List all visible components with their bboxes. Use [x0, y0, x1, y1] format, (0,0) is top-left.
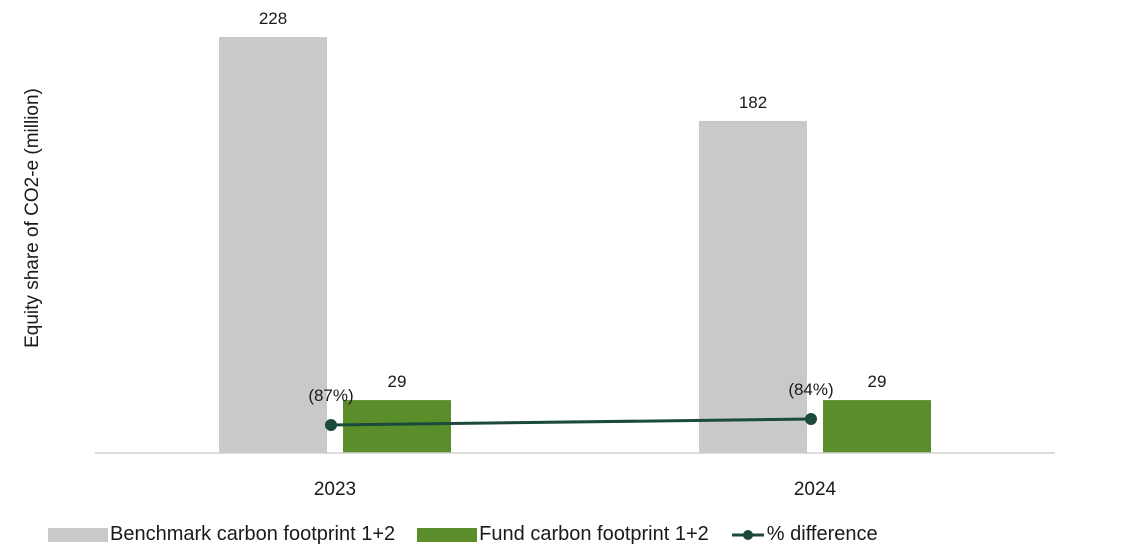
bar-fund-2024: [823, 400, 931, 453]
legend-item-benchmark: Benchmark carbon footprint 1+2: [48, 523, 395, 546]
data-label-fund-2023: 29: [388, 372, 407, 391]
data-label-difference-2023: (87%): [308, 386, 353, 405]
point-difference-2023: [325, 419, 337, 431]
bar-benchmark-2023: [219, 37, 327, 453]
data-label-benchmark-2023: 228: [259, 9, 287, 28]
point-difference-2024: [805, 413, 817, 425]
legend-label-benchmark: Benchmark carbon footprint 1+2: [110, 523, 396, 545]
bar-benchmark-2024: [699, 120, 807, 454]
legend-swatch-benchmark: [48, 527, 108, 542]
data-label-benchmark-2024: 182: [739, 93, 767, 112]
legend-item-fund: Fund carbon footprint 1+2: [417, 523, 709, 546]
legend: Benchmark carbon footprint 1+2 Fund carb…: [48, 523, 900, 546]
legend-label-fund: Fund carbon footprint 1+2: [479, 523, 709, 545]
data-label-difference-2024: (84%): [788, 380, 833, 399]
x-tick-label-2023: 2023: [314, 479, 356, 500]
bar-fund-2023: [343, 400, 451, 453]
x-tick-label-2024: 2024: [794, 479, 837, 500]
legend-swatch-difference: [731, 529, 764, 540]
legend-swatch-fund: [417, 527, 478, 542]
series-line-difference: [330, 417, 812, 427]
legend-item-difference: % difference: [731, 523, 878, 546]
y-axis-label: Equity share of CO2-e (million): [22, 88, 43, 348]
legend-label-difference: % difference: [766, 523, 878, 545]
data-label-fund-2024: 29: [868, 372, 887, 391]
